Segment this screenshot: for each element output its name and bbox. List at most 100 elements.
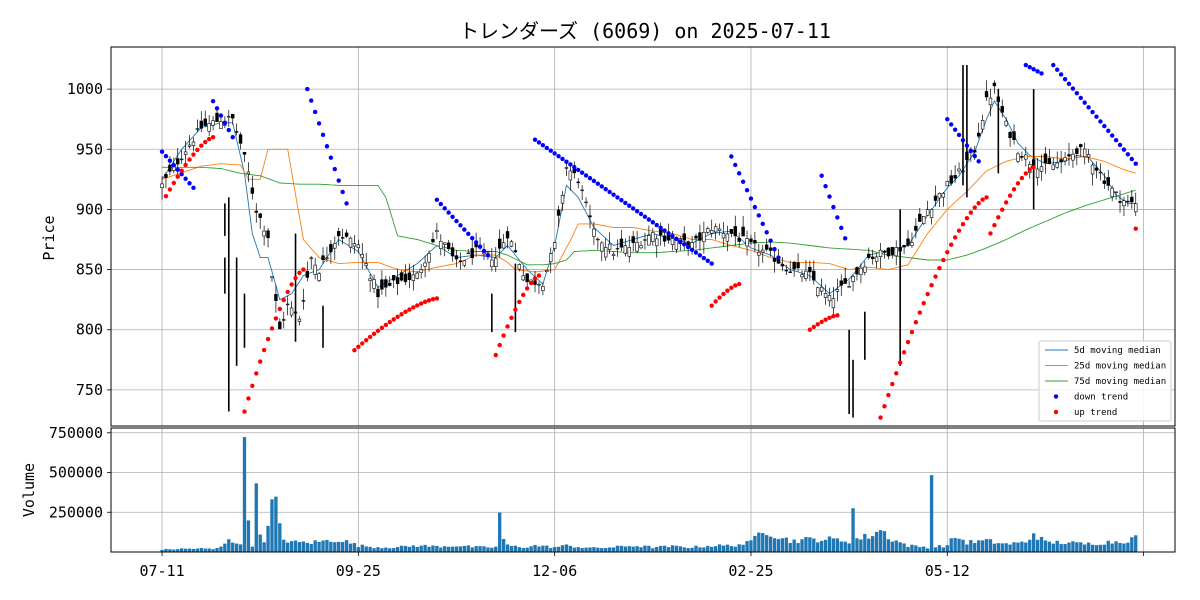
candle-body [706, 228, 710, 233]
down-trend-dot [823, 183, 828, 189]
volume-bar [482, 546, 486, 552]
candle-body [615, 247, 620, 250]
candle-body [160, 183, 164, 188]
volume-bar [855, 538, 859, 552]
volume-bar [282, 539, 286, 552]
volume-bar [340, 542, 345, 552]
down-trend-dot [1062, 76, 1068, 82]
candle-body [234, 131, 239, 133]
volume-bar [1004, 543, 1008, 552]
candle-body [423, 262, 427, 267]
down-trend-dot [619, 198, 624, 203]
up-trend-dot [517, 299, 522, 305]
volume-bar [450, 546, 455, 552]
volume-bar [219, 546, 223, 552]
volume-bar [953, 537, 957, 552]
volume-bar [729, 546, 734, 552]
volume-bar [655, 546, 659, 552]
candle-body [497, 238, 502, 249]
down-trend-dot [968, 148, 974, 153]
candle-body [670, 238, 675, 245]
up-trend-dot [187, 157, 192, 162]
volume-bar [1079, 542, 1083, 552]
up-trend-dot [925, 291, 930, 297]
volume-bar [623, 546, 628, 552]
up-trend-dot [281, 297, 286, 303]
candle-body [505, 231, 510, 239]
x-axis-ticks: 07-11 09-25 12-06 02-25 05-12 [139, 552, 1144, 580]
volume-bar [1126, 542, 1130, 552]
down-trend-dot [1027, 64, 1032, 70]
candle-body [199, 120, 204, 129]
candle-body [874, 256, 879, 262]
volume-bar [384, 547, 388, 552]
candle-body [988, 97, 993, 106]
volume-bar [187, 548, 192, 552]
candle-body [1016, 153, 1020, 162]
up-trend-dot [968, 210, 974, 215]
volume-bar [949, 538, 953, 552]
legend-label: 75d moving median [1074, 377, 1166, 387]
candle-body [486, 250, 490, 253]
candle-body [556, 209, 561, 216]
volume-bar [207, 548, 211, 552]
down-trend-dot [442, 206, 447, 211]
volume-bar [305, 542, 309, 552]
candle-body [179, 158, 184, 161]
up-trend-dot [807, 327, 813, 332]
down-trend-dot [191, 185, 196, 190]
candle-body [289, 307, 294, 316]
down-trend-dot [638, 211, 644, 217]
volume-bar [890, 541, 894, 552]
volume-bar [800, 539, 804, 552]
volume-bar [639, 547, 643, 552]
candle-body [187, 144, 192, 147]
candle-body [1106, 177, 1110, 186]
up-trend-dot [403, 309, 408, 315]
volume-bar [690, 547, 694, 552]
volume-bar [1075, 542, 1079, 552]
candle-body [517, 264, 522, 270]
up-trend-dot [387, 319, 392, 325]
candle-body [910, 242, 914, 246]
volume-bar [686, 548, 690, 552]
down-trend-dot [458, 223, 463, 228]
down-trend-dot [646, 217, 652, 222]
volume-bar [1098, 544, 1103, 552]
candle-body [399, 272, 404, 281]
candle-body [262, 230, 266, 237]
candle-body [749, 238, 753, 243]
candle-body [761, 249, 765, 253]
volume-bar [666, 547, 671, 552]
down-trend-dot [960, 138, 966, 143]
up-trend-dot [713, 299, 718, 304]
candle-body [301, 300, 306, 302]
candle-body [827, 295, 832, 302]
volume-bar [513, 545, 518, 552]
volume-bar [509, 546, 514, 552]
price-grid [111, 47, 1175, 426]
volume-y-tick-label: 500000 [49, 464, 103, 482]
down-trend-dot [163, 153, 169, 159]
candle-body [450, 247, 455, 257]
volume-bar [670, 545, 675, 552]
volume-bar [843, 541, 847, 552]
volume-bar [647, 545, 651, 552]
candle-body [384, 279, 388, 288]
down-trend-dot [729, 154, 734, 159]
up-trend-dot [996, 215, 1001, 220]
candle-body [800, 274, 804, 278]
up-trend-dot [163, 193, 169, 199]
candle-body [278, 321, 282, 330]
down-trend-dot [1074, 91, 1080, 96]
candle-body [831, 298, 836, 309]
volume-bar [1063, 543, 1067, 552]
volume-bar [1028, 539, 1032, 552]
volume-bar [411, 545, 415, 552]
price-y-tick-label: 900 [76, 200, 103, 218]
down-trend-dot [654, 222, 659, 228]
volume-bar [435, 545, 439, 552]
volume-bar [333, 542, 337, 552]
up-trend-dot [1027, 167, 1032, 172]
volume-bar [1083, 544, 1087, 552]
